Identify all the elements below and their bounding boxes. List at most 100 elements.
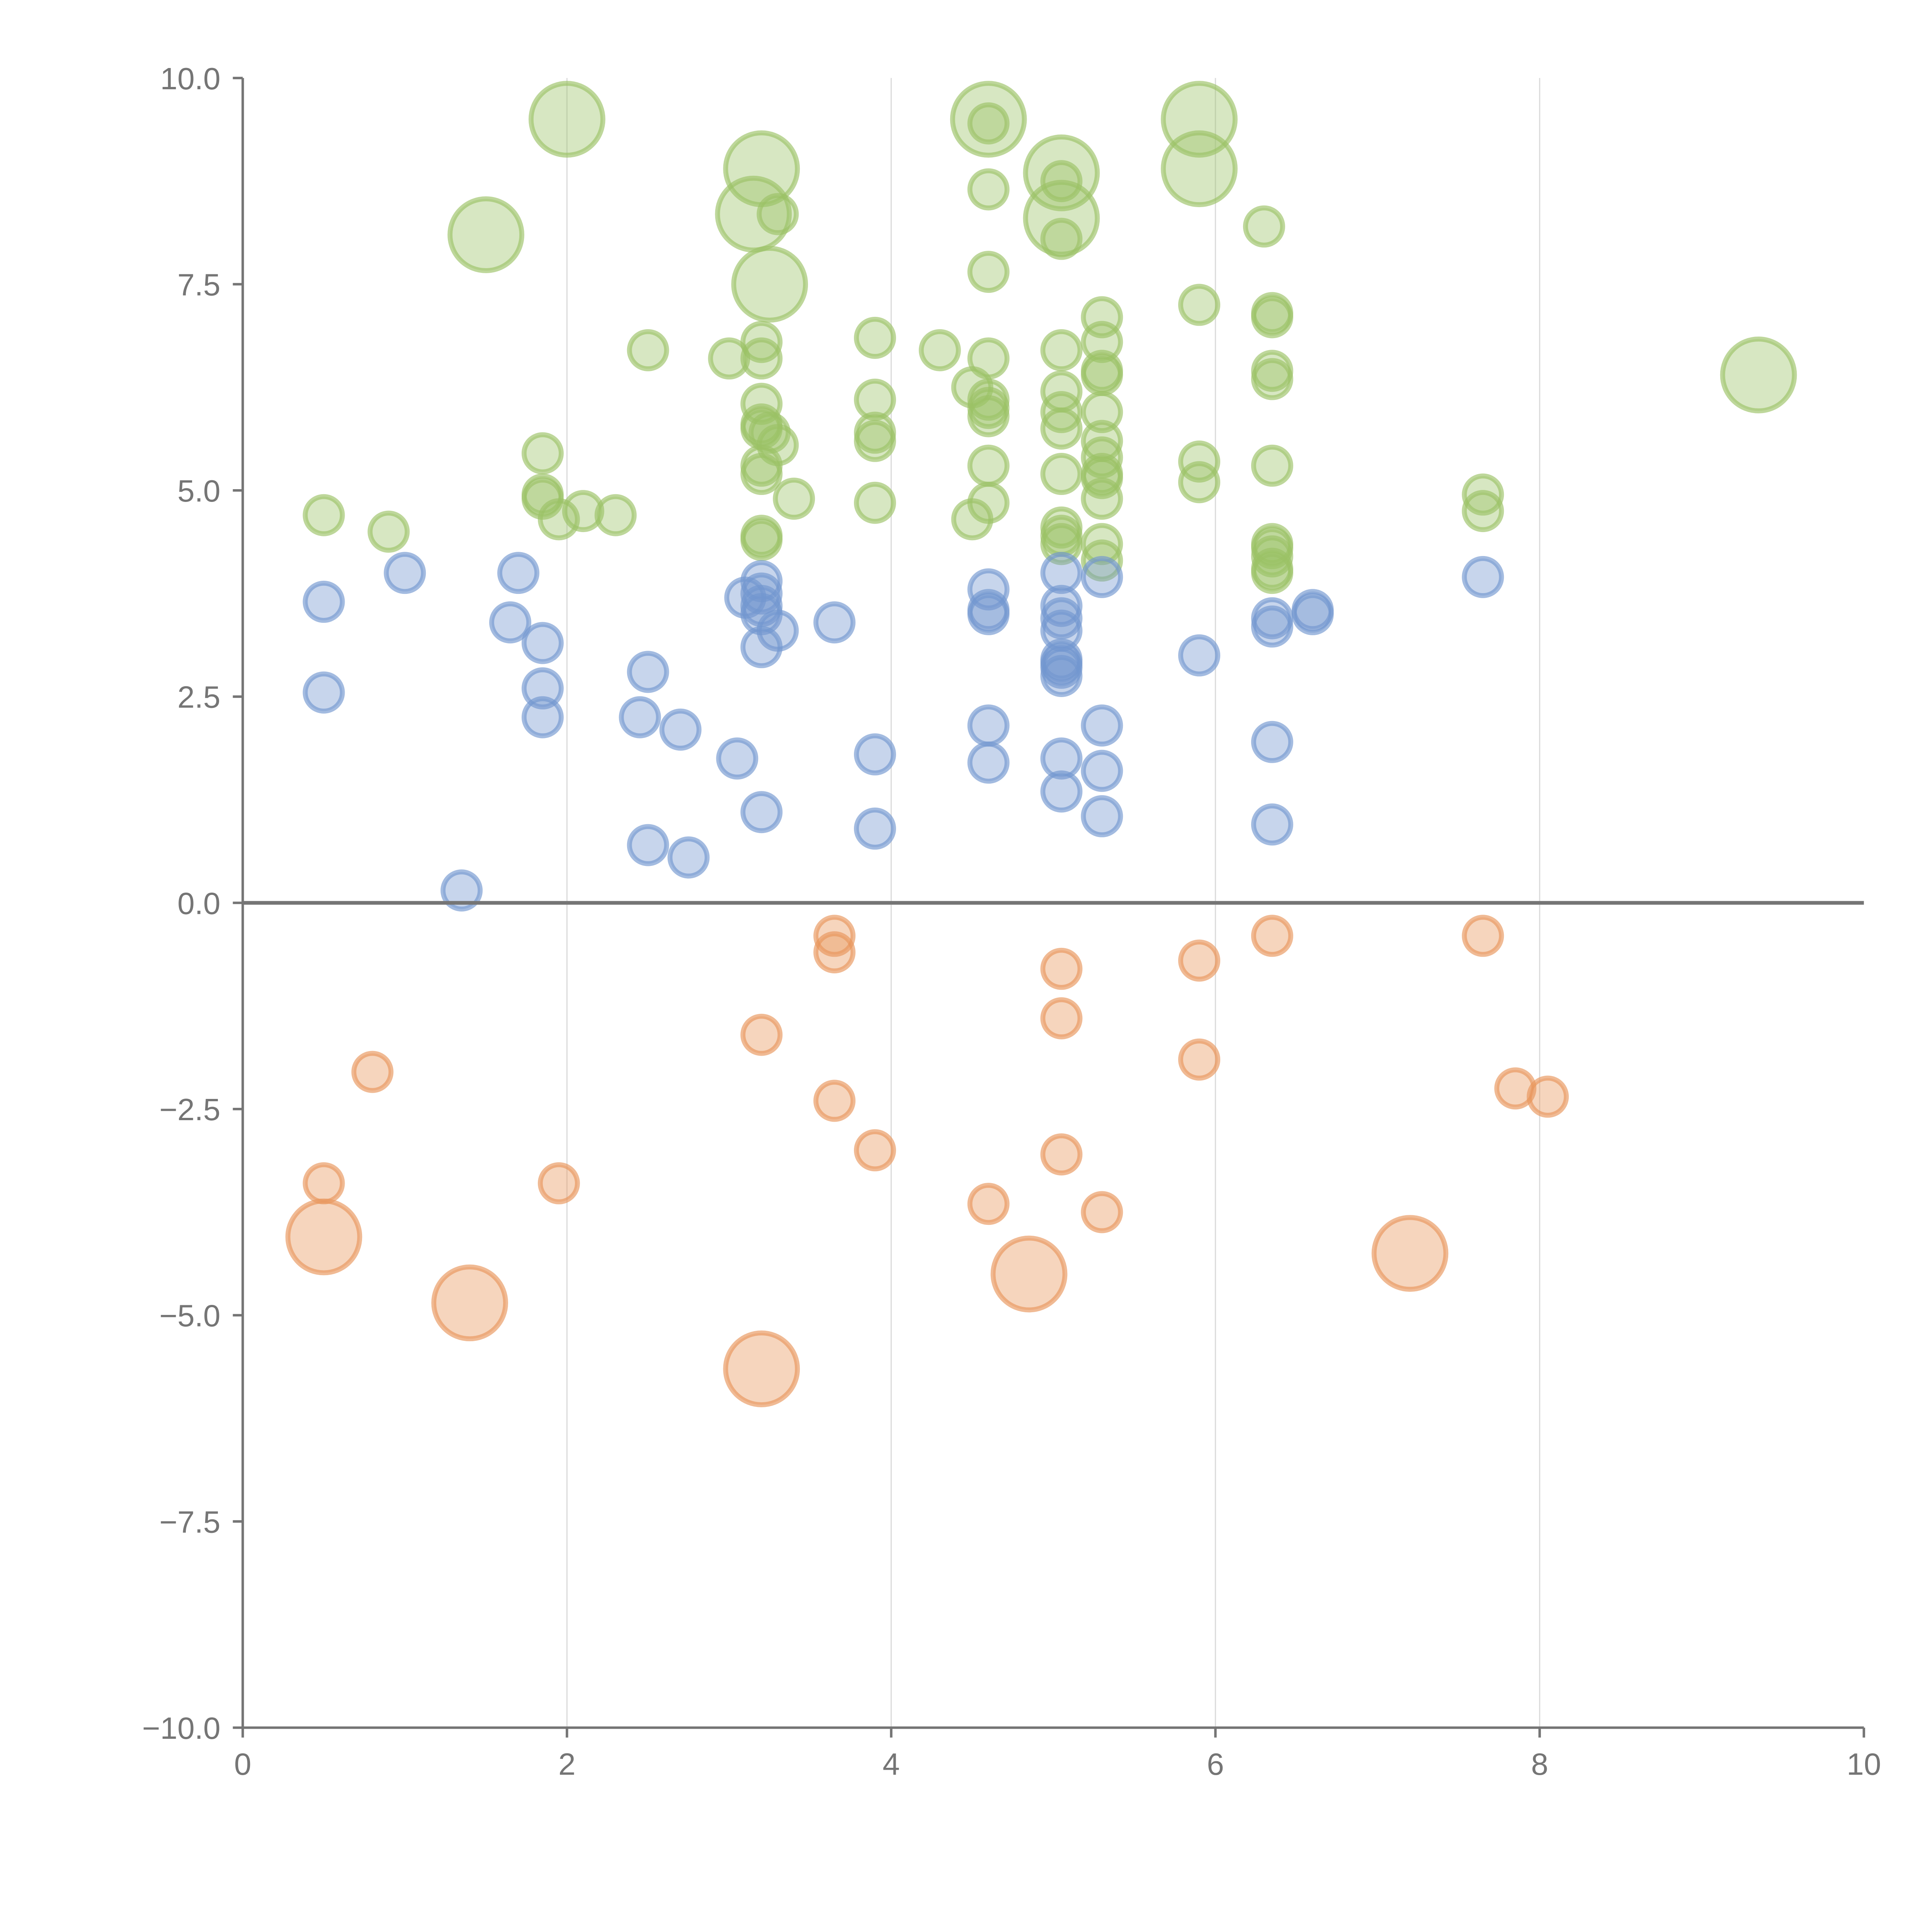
blue-data-point[interactable] (1081, 795, 1123, 837)
green-data-point[interactable] (967, 251, 1010, 293)
green-data-point[interactable] (950, 81, 1027, 158)
green-data-point[interactable] (918, 329, 961, 371)
green-data-point[interactable] (708, 337, 750, 380)
blue-data-point[interactable] (497, 552, 539, 594)
green-data-point[interactable] (967, 395, 1010, 437)
blue-data-point[interactable] (440, 869, 483, 912)
orange-data-point[interactable] (1040, 1133, 1083, 1176)
blue-data-point[interactable] (813, 601, 856, 644)
orange-data-point[interactable] (967, 1183, 1010, 1225)
green-data-point[interactable] (1462, 490, 1504, 532)
green-data-point[interactable] (757, 193, 799, 235)
blue-data-point[interactable] (740, 626, 783, 668)
green-data-point[interactable] (528, 81, 605, 158)
green-data-point[interactable] (854, 378, 896, 421)
blue-data-point[interactable] (967, 704, 1010, 747)
green-data-point[interactable] (1081, 391, 1123, 433)
green-data-point[interactable] (1251, 552, 1293, 594)
blue-data-point[interactable] (1040, 737, 1083, 780)
green-data-point[interactable] (854, 420, 896, 462)
blue-data-point[interactable] (1251, 803, 1293, 846)
green-data-point[interactable] (521, 432, 564, 474)
green-data-point[interactable] (854, 316, 896, 359)
orange-data-point[interactable] (1040, 997, 1083, 1039)
green-data-point[interactable] (1251, 296, 1293, 338)
green-data-point[interactable] (967, 444, 1010, 487)
orange-data-point[interactable] (431, 1264, 508, 1342)
green-data-point[interactable] (740, 337, 783, 380)
blue-data-point[interactable] (967, 742, 1010, 784)
blue-data-point[interactable] (1178, 634, 1221, 677)
green-data-point[interactable] (1251, 358, 1293, 400)
blue-data-point[interactable] (521, 667, 564, 710)
green-data-point[interactable] (1081, 478, 1123, 520)
orange-data-point[interactable] (351, 1051, 394, 1093)
blue-data-point[interactable] (1291, 593, 1334, 635)
green-data-point[interactable] (951, 498, 993, 541)
green-data-point[interactable] (303, 494, 345, 536)
blue-data-point[interactable] (521, 696, 564, 738)
orange-data-point[interactable] (723, 1330, 800, 1407)
blue-data-point[interactable] (740, 791, 783, 833)
blue-data-point[interactable] (1040, 597, 1083, 639)
orange-data-point[interactable] (990, 1235, 1068, 1313)
green-data-point[interactable] (773, 478, 815, 520)
blue-data-point[interactable] (303, 671, 345, 714)
orange-data-point[interactable] (1527, 1075, 1569, 1118)
green-data-point[interactable] (594, 494, 637, 536)
green-data-point[interactable] (367, 510, 410, 553)
blue-data-point[interactable] (627, 651, 669, 693)
blue-data-point[interactable] (619, 696, 661, 738)
green-data-point[interactable] (1081, 321, 1123, 363)
blue-data-point[interactable] (967, 593, 1010, 635)
green-data-point[interactable] (1178, 461, 1221, 503)
blue-data-point[interactable] (854, 733, 896, 776)
orange-data-point[interactable] (1371, 1215, 1449, 1292)
blue-data-point[interactable] (667, 836, 710, 879)
green-data-point[interactable] (731, 246, 808, 323)
orange-data-point[interactable] (1178, 1038, 1221, 1081)
blue-data-point[interactable] (303, 580, 345, 623)
green-data-point[interactable] (740, 519, 783, 561)
blue-data-point[interactable] (1462, 556, 1504, 598)
blue-data-point[interactable] (854, 807, 896, 850)
blue-data-point[interactable] (521, 622, 564, 664)
blue-data-point[interactable] (1251, 721, 1293, 763)
blue-data-point[interactable] (384, 552, 426, 594)
orange-data-point[interactable] (813, 931, 856, 974)
blue-data-point[interactable] (659, 708, 702, 751)
green-data-point[interactable] (1081, 354, 1123, 396)
orange-data-point[interactable] (537, 1162, 580, 1204)
green-data-point[interactable] (967, 168, 1010, 211)
green-data-point[interactable] (1720, 337, 1797, 413)
blue-data-point[interactable] (1040, 655, 1083, 697)
orange-data-point[interactable] (1494, 1067, 1537, 1110)
orange-data-point[interactable] (813, 1080, 856, 1122)
orange-data-point[interactable] (1178, 939, 1221, 982)
green-data-point[interactable] (1040, 407, 1083, 450)
green-data-point[interactable] (1040, 453, 1083, 495)
orange-data-point[interactable] (1462, 915, 1504, 957)
green-data-point[interactable] (537, 498, 580, 541)
blue-data-point[interactable] (1040, 770, 1083, 813)
green-data-point[interactable] (562, 490, 604, 532)
blue-data-point[interactable] (1081, 704, 1123, 747)
green-data-point[interactable] (854, 481, 896, 524)
green-data-point[interactable] (627, 329, 669, 371)
orange-data-point[interactable] (1081, 1191, 1123, 1233)
blue-data-point[interactable] (489, 601, 531, 644)
orange-data-point[interactable] (285, 1198, 362, 1276)
orange-data-point[interactable] (1251, 915, 1293, 957)
blue-data-point[interactable] (1251, 605, 1293, 648)
blue-data-point[interactable] (1081, 750, 1123, 792)
green-data-point[interactable] (1161, 130, 1238, 207)
blue-data-point[interactable] (1081, 556, 1123, 598)
green-data-point[interactable] (1251, 444, 1293, 487)
green-data-point[interactable] (740, 453, 783, 495)
green-data-point[interactable] (1243, 205, 1285, 248)
green-data-point[interactable] (1040, 218, 1083, 260)
green-data-point[interactable] (1040, 329, 1083, 371)
orange-data-point[interactable] (303, 1162, 345, 1204)
orange-data-point[interactable] (740, 1014, 783, 1056)
blue-data-point[interactable] (627, 824, 669, 866)
